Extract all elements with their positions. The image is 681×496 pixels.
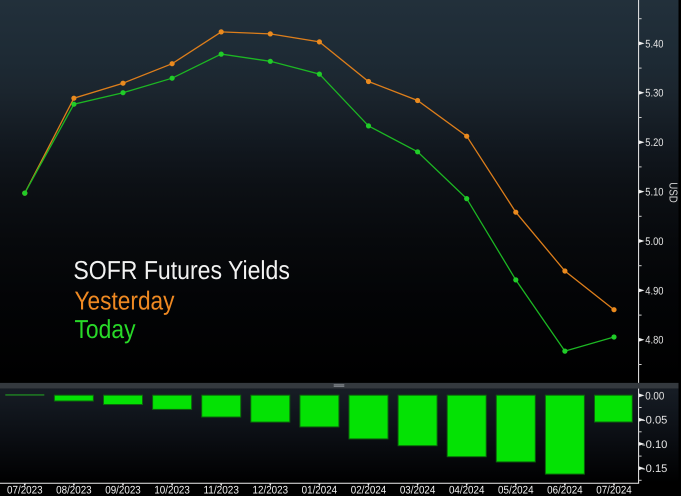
svg-text:04/2024: 04/2024: [449, 485, 485, 496]
svg-text:10/2023: 10/2023: [154, 485, 190, 496]
svg-text:Yesterday: Yesterday: [75, 285, 175, 315]
svg-text:USD: USD: [666, 182, 678, 203]
svg-text:-0.10: -0.10: [642, 439, 668, 451]
svg-text:06/2024: 06/2024: [547, 485, 583, 496]
svg-text:5.30: 5.30: [645, 88, 663, 100]
svg-text:5.20: 5.20: [645, 137, 663, 149]
svg-text:12/2023: 12/2023: [253, 485, 289, 496]
svg-text:11/2023: 11/2023: [203, 485, 239, 496]
svg-text:Today: Today: [75, 314, 136, 344]
svg-text:02/2024: 02/2024: [351, 485, 387, 496]
svg-text:07/2024: 07/2024: [596, 485, 632, 496]
svg-text:5.00: 5.00: [645, 236, 663, 248]
svg-text:-0.15: -0.15: [642, 463, 668, 475]
svg-text:0.00: 0.00: [645, 390, 664, 402]
svg-text:4.80: 4.80: [645, 335, 663, 347]
svg-text:03/2024: 03/2024: [400, 485, 436, 496]
svg-text:5.10: 5.10: [645, 187, 663, 199]
svg-text:SOFR Futures Yields: SOFR Futures Yields: [73, 255, 290, 285]
svg-text:5.40: 5.40: [645, 38, 663, 50]
svg-text:08/2023: 08/2023: [56, 485, 92, 496]
svg-text:01/2024: 01/2024: [302, 485, 338, 496]
svg-text:4.90: 4.90: [645, 285, 663, 297]
svg-text:-0.05: -0.05: [642, 415, 668, 427]
svg-text:09/2023: 09/2023: [105, 485, 141, 496]
svg-text:05/2024: 05/2024: [498, 485, 534, 496]
svg-text:07/2023: 07/2023: [7, 485, 43, 496]
